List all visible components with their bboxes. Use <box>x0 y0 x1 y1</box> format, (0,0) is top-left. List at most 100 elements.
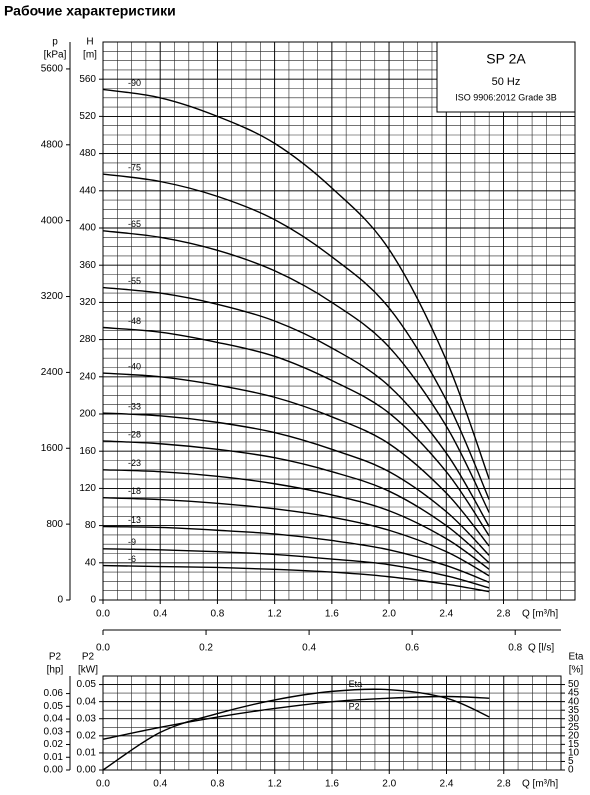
y-tick-label: 320 <box>79 297 96 308</box>
x-tick-label: 2.4 <box>440 779 454 790</box>
axis-unit: [kPa] <box>44 50 67 61</box>
info-text: SP 2A <box>486 51 526 67</box>
y2-tick-label: 5 <box>568 756 574 767</box>
y2-tick-label: 5600 <box>41 64 64 75</box>
y-tick-label: 0 <box>90 595 96 606</box>
curve <box>102 412 490 556</box>
curve-label: -65 <box>128 219 141 229</box>
curve <box>102 88 490 480</box>
y-tick-label: 120 <box>79 483 96 494</box>
y-tick-label: 0.05 <box>77 679 97 690</box>
axis-title: H <box>86 37 93 48</box>
axis-unit: [%] <box>569 665 584 676</box>
x2-tick-label: 0.6 <box>405 643 419 654</box>
axis-title: Q [l/s] <box>528 643 554 654</box>
y-tick-label: 40 <box>85 557 97 568</box>
y2-tick-label: 20 <box>568 730 580 741</box>
y3-tick-label: 0.01 <box>44 752 64 763</box>
curve <box>102 564 490 593</box>
axis-unit: [m] <box>83 50 97 61</box>
x2-tick-label: 0.8 <box>508 643 522 654</box>
y2-tick-label: 10 <box>568 748 580 759</box>
info-text: 50 Hz <box>492 76 521 88</box>
x-tick-label: 0.8 <box>211 779 225 790</box>
curve-label: -9 <box>128 537 136 547</box>
x-tick-label: 2.0 <box>382 609 396 620</box>
y3-tick-label: 0.02 <box>44 739 64 750</box>
curve-label: -90 <box>128 78 141 88</box>
x-tick-label: 1.6 <box>325 609 339 620</box>
page-title: Рабочие характеристики <box>4 3 176 19</box>
y-tick-label: 0.02 <box>77 730 97 741</box>
y2-tick-label: 0 <box>57 595 63 606</box>
curve-label: -23 <box>128 458 141 468</box>
y-tick-label: 0.01 <box>77 748 97 759</box>
curve <box>102 440 490 564</box>
x-tick-label: 1.2 <box>268 779 282 790</box>
axis-title: P2 <box>49 652 62 663</box>
curve <box>102 469 490 570</box>
curve-label: -28 <box>128 429 141 439</box>
curve-label: P2 <box>349 701 360 711</box>
y3-tick-label: 0.04 <box>44 714 64 725</box>
x-tick-label: 0.4 <box>153 779 167 790</box>
x-tick-label: 0.8 <box>210 609 224 620</box>
y2-tick-label: 35 <box>568 705 580 716</box>
curve <box>102 326 490 537</box>
y-tick-label: 360 <box>79 260 96 271</box>
x2-tick-label: 0.0 <box>96 643 110 654</box>
x-tick-label: 1.6 <box>325 779 339 790</box>
axis-title: Q [m³/h] <box>522 779 558 790</box>
curve <box>102 688 490 771</box>
curve <box>102 497 490 577</box>
info-box <box>436 41 576 113</box>
y3-tick-label: 0.03 <box>44 726 64 737</box>
y2-tick-label: 3200 <box>41 291 64 302</box>
y2-tick-label: 15 <box>568 739 580 750</box>
x2-tick-label: 0.4 <box>302 643 316 654</box>
axis-title: P2 <box>82 652 95 663</box>
y-tick-label: 80 <box>85 520 97 531</box>
curve-label: -6 <box>128 554 136 564</box>
y-tick-label: 560 <box>79 74 96 85</box>
curve-label: -18 <box>128 486 141 496</box>
info-text: ISO 9906:2012 Grade 3B <box>455 92 557 102</box>
y-tick-label: 0.04 <box>77 696 97 707</box>
y2-tick-label: 45 <box>568 688 580 699</box>
y2-tick-label: 800 <box>46 519 63 530</box>
y-tick-label: 400 <box>79 223 96 234</box>
curve <box>102 286 490 527</box>
y2-tick-label: 25 <box>568 722 580 733</box>
x-tick-label: 0.0 <box>96 609 110 620</box>
x-tick-label: 2.4 <box>439 609 453 620</box>
curve-label: -55 <box>128 276 141 286</box>
curve-label: -40 <box>128 361 141 371</box>
y2-tick-label: 2400 <box>41 367 64 378</box>
y-tick-label: 200 <box>79 409 96 420</box>
axis-unit: [hp] <box>47 665 64 676</box>
curve-label: -48 <box>128 316 141 326</box>
y3-tick-label: 0.00 <box>44 765 64 776</box>
x-tick-label: 0.4 <box>153 609 167 620</box>
curve-label: -75 <box>128 162 141 172</box>
y2-tick-label: 40 <box>568 696 580 707</box>
y-tick-label: 160 <box>79 446 96 457</box>
axis-title: Eta <box>568 652 583 663</box>
y-tick-label: 0.00 <box>77 765 97 776</box>
x-tick-label: 1.2 <box>268 609 282 620</box>
curve-label: -33 <box>128 401 141 411</box>
axis-title: Q [m³/h] <box>522 609 558 620</box>
y-tick-label: 280 <box>79 334 96 345</box>
x-tick-label: 2.8 <box>497 779 511 790</box>
x2-tick-label: 0.2 <box>199 643 213 654</box>
y2-tick-label: 50 <box>568 679 580 690</box>
x-tick-label: 2.0 <box>382 779 396 790</box>
y3-tick-label: 0.05 <box>44 701 64 712</box>
curve <box>102 230 490 513</box>
y-tick-label: 520 <box>79 111 96 122</box>
curve <box>102 173 490 500</box>
y-tick-label: 440 <box>79 185 96 196</box>
y2-tick-label: 1600 <box>41 443 64 454</box>
axis-title: p <box>52 37 58 48</box>
